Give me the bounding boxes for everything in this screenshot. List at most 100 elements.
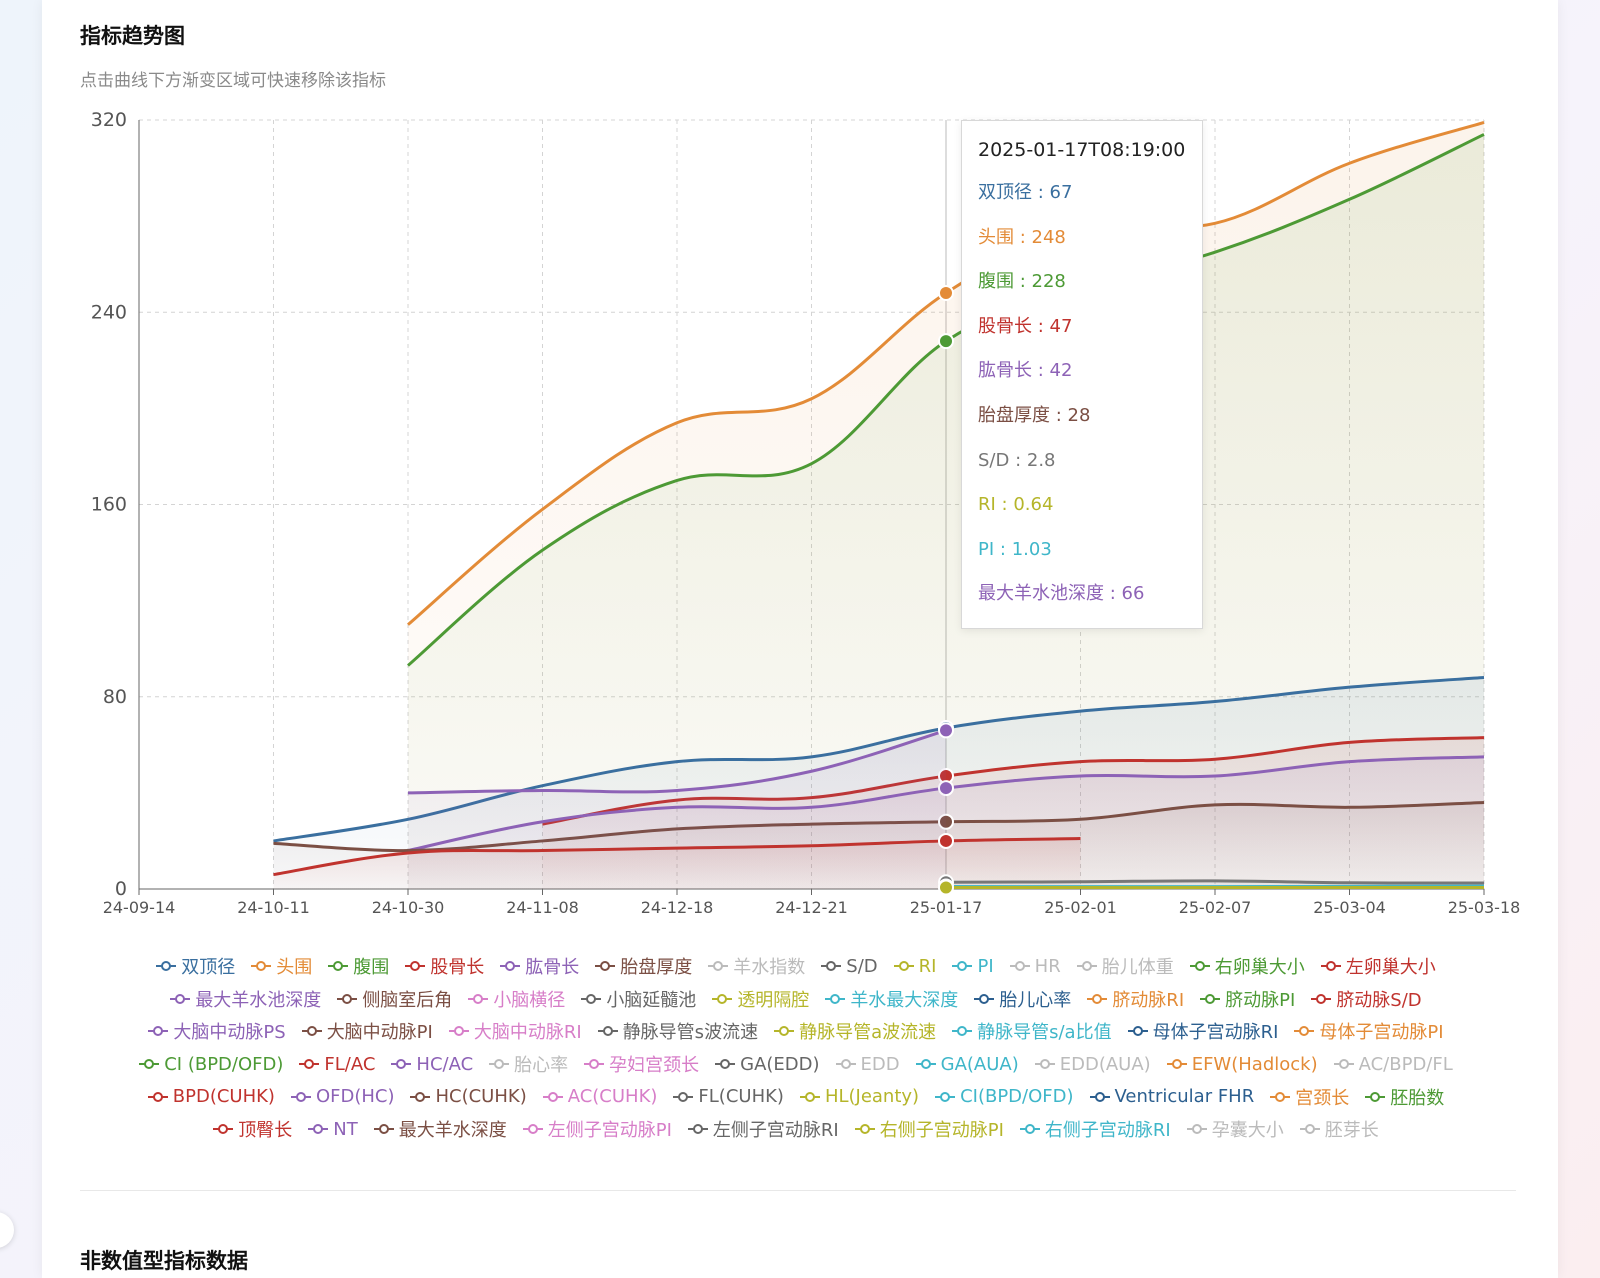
legend-item[interactable]: 大脑中动脉RI (448, 1018, 582, 1044)
legend-item[interactable]: EDD(AUA) (1034, 1054, 1151, 1075)
legend-item[interactable]: 胎盘厚度 (595, 953, 692, 979)
legend-item[interactable]: BPD(CUHK) (147, 1086, 275, 1107)
legend-line-icon (1299, 1122, 1320, 1136)
legend-item[interactable]: AC(CUHK) (542, 1086, 657, 1107)
legend-line-icon (337, 992, 358, 1006)
legend-item-label: 最大羊水深度 (398, 1120, 507, 1142)
legend-item[interactable]: 小脑横径 (468, 986, 565, 1012)
trend-chart[interactable]: 0 80 160 240 320 24-09-14 24-10-11 24-10-30 24-1… (0, 0, 1600, 940)
legend-item[interactable]: CI (BPD/OFD) (139, 1054, 283, 1075)
legend-item[interactable]: 肱骨长 (500, 953, 579, 979)
legend-line-icon (774, 1024, 795, 1038)
legend-item-label: 羊水最大深度 (850, 989, 959, 1011)
legend-item[interactable]: 左卵巢大小 (1320, 953, 1436, 979)
legend-item[interactable]: HC/AC (391, 1054, 473, 1075)
legend-item[interactable]: 右卵巢大小 (1189, 953, 1305, 979)
legend-item[interactable]: FL(CUHK) (673, 1086, 784, 1107)
legend-item[interactable]: 左侧子宫动脉RI (687, 1116, 839, 1142)
legend-item[interactable]: 胎儿体重 (1076, 953, 1174, 979)
legend-item[interactable]: EFW(Hadlock) (1166, 1054, 1318, 1075)
legend-item[interactable]: 腹围 (328, 953, 389, 979)
legend-item[interactable]: 静脉导管s/a比值 (952, 1018, 1112, 1044)
legend-item[interactable]: 右侧子宫动脉RI (1019, 1116, 1171, 1142)
legend-item[interactable]: 羊水最大深度 (825, 986, 958, 1012)
legend-item-label: CI(BPD/OFD) (960, 1086, 1074, 1108)
tooltip-row: 肱骨长 : 42 (978, 349, 1186, 394)
legend-item[interactable]: HL(Jeanty) (799, 1086, 919, 1107)
series-point[interactable] (938, 285, 954, 302)
y-tick-label: 320 (91, 109, 127, 131)
legend-item[interactable]: 小脑延髓池 (581, 986, 696, 1012)
tooltip-row-value: 66 (1121, 583, 1145, 605)
legend-item[interactable]: 脐动脉S/D (1311, 986, 1422, 1012)
legend-line-icon (712, 992, 733, 1006)
legend-item[interactable]: HR (1009, 956, 1061, 977)
legend-item[interactable]: NT (308, 1119, 358, 1140)
legend-item[interactable]: 胚胎数 (1365, 1084, 1444, 1110)
legend-line-icon (522, 1122, 543, 1136)
legend-item[interactable]: 头围 (251, 953, 312, 979)
legend-item[interactable]: EDD (835, 1054, 900, 1075)
legend-line-icon (584, 1057, 605, 1071)
legend-item[interactable]: 透明隔腔 (712, 986, 809, 1012)
legend-line-icon (1127, 1024, 1148, 1038)
legend-item[interactable]: 双顶径 (156, 953, 235, 979)
legend-item[interactable]: AC/BPD/FL (1333, 1054, 1453, 1075)
tooltip-row-separator: : (1050, 404, 1068, 426)
legend-line-icon (1200, 992, 1221, 1006)
tooltip-row-separator: : (1009, 449, 1027, 471)
legend-item-label: 胚芽长 (1324, 1120, 1379, 1142)
legend-item[interactable]: GA(AUA) (915, 1054, 1019, 1075)
series-point[interactable] (938, 832, 954, 849)
legend-item-label: 双顶径 (181, 957, 236, 979)
legend-line-icon (489, 1057, 510, 1071)
legend-item[interactable]: FL/AC (299, 1054, 375, 1075)
legend-item[interactable]: 孕囊大小 (1186, 1116, 1284, 1142)
legend-item[interactable]: 大脑中动脉PS (148, 1018, 286, 1044)
legend-line-icon (156, 959, 177, 973)
legend-item[interactable]: 左侧子宫动脉PI (522, 1116, 672, 1142)
legend-item[interactable]: 胎儿心率 (974, 986, 1071, 1012)
series-point[interactable] (938, 879, 954, 896)
legend-item[interactable]: 孕妇宫颈长 (584, 1051, 699, 1077)
legend-item[interactable]: PI (952, 956, 994, 977)
legend-item[interactable]: 侧脑室后角 (337, 986, 452, 1012)
legend-item-label: 左侧子宫动脉PI (547, 1120, 672, 1142)
legend-item[interactable]: 胎心率 (489, 1051, 568, 1077)
legend-item[interactable]: 顶臀长 (213, 1116, 292, 1142)
side-handle-button[interactable] (0, 1212, 14, 1248)
tooltip-row-value: 0.64 (1013, 494, 1054, 516)
legend-item[interactable]: OFD(HC) (290, 1086, 394, 1107)
legend-item[interactable]: 脐动脉PI (1200, 986, 1295, 1012)
legend-item[interactable]: 脐动脉RI (1087, 986, 1184, 1012)
legend-item-label: GA(EDD) (740, 1053, 820, 1075)
legend-item[interactable]: 右侧子宫动脉PI (854, 1116, 1004, 1142)
legend-item[interactable]: 母体子宫动脉RI (1127, 1018, 1278, 1044)
legend-item[interactable]: 静脉导管a波流速 (774, 1018, 936, 1044)
legend-item[interactable]: 最大羊水池深度 (170, 986, 321, 1012)
legend-item[interactable]: 母体子宫动脉PI (1294, 1018, 1444, 1044)
tooltip-row-value: 248 (1031, 226, 1066, 248)
legend-item-label: 孕妇宫颈长 (609, 1055, 700, 1077)
legend-item[interactable]: Ventricular FHR (1089, 1086, 1254, 1107)
legend-item-label: 胚胎数 (1390, 1087, 1445, 1109)
legend-item[interactable]: 大脑中动脉PI (301, 1018, 433, 1044)
series-point[interactable] (938, 722, 954, 739)
legend-item[interactable]: 羊水指数 (708, 953, 805, 979)
legend-item[interactable]: 胚芽长 (1299, 1116, 1379, 1142)
legend-line-icon (1089, 1090, 1110, 1104)
legend-item[interactable]: HC(CUHK) (410, 1086, 527, 1107)
legend-item[interactable]: S/D (821, 956, 878, 977)
legend-item[interactable]: RI (893, 956, 936, 977)
legend-item[interactable]: CI(BPD/OFD) (935, 1086, 1074, 1108)
legend-item[interactable]: GA(EDD) (715, 1053, 820, 1075)
legend-item[interactable]: 宫颈长 (1270, 1084, 1349, 1110)
series-point[interactable] (938, 333, 954, 350)
legend-item[interactable]: 最大羊水深度 (373, 1116, 507, 1142)
legend-item[interactable]: 股骨长 (405, 953, 484, 979)
legend-item[interactable]: 静脉导管s波流速 (597, 1018, 758, 1044)
legend-line-icon (799, 1090, 820, 1104)
legend-row: 最大羊水池深度 侧脑室后角 小脑横径 小脑延髓池 透明隔腔 羊水最大深度 胎儿心率 脐动脉RI… (56, 983, 1536, 1016)
legend-item-label: 头围 (276, 957, 313, 979)
legend-item-label: 右卵巢大小 (1214, 957, 1305, 979)
